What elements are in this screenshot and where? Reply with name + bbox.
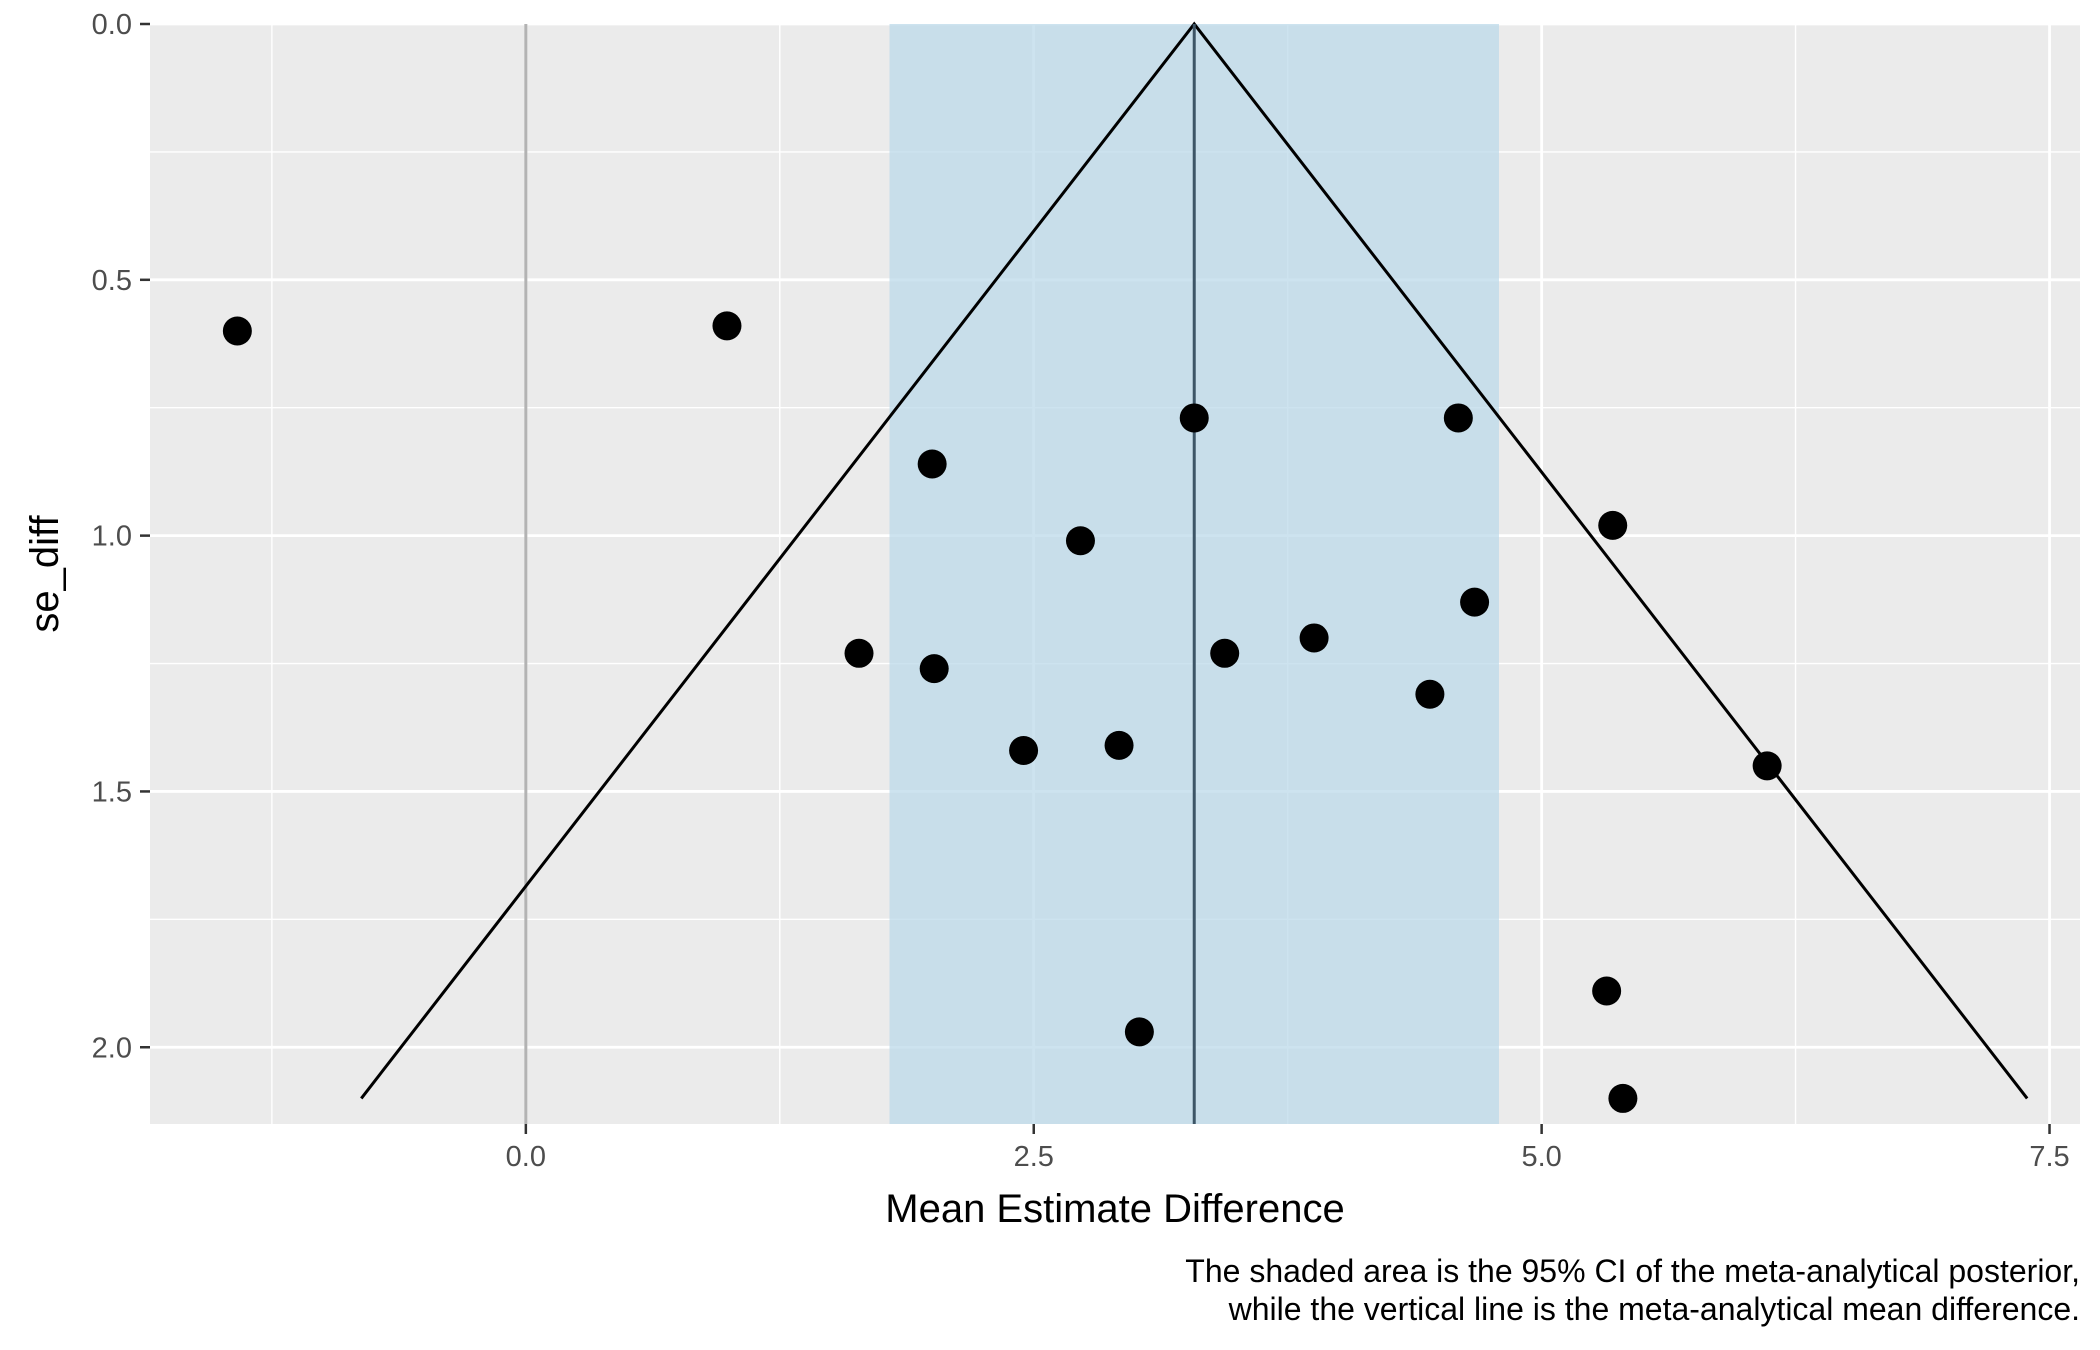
x-tick-label: 0.0	[506, 1141, 546, 1173]
data-point	[1104, 730, 1134, 760]
x-axis-title: Mean Estimate Difference	[885, 1187, 1344, 1231]
data-point	[1210, 638, 1240, 668]
data-point	[1752, 751, 1782, 781]
data-point	[844, 638, 874, 668]
y-axis-title: se_diff	[23, 515, 67, 633]
data-point	[1598, 510, 1628, 540]
data-point	[1124, 1017, 1154, 1047]
data-points	[222, 311, 1782, 1113]
data-point	[1179, 403, 1209, 433]
caption-line-2: while the vertical line is the meta-anal…	[1228, 1291, 2080, 1327]
data-point	[1608, 1083, 1638, 1113]
data-point	[1009, 736, 1039, 766]
x-tick-label: 2.5	[1014, 1141, 1054, 1173]
x-tick-label: 7.5	[2029, 1141, 2069, 1173]
data-point	[1592, 976, 1622, 1006]
x-axis-ticks: 0.0 2.5 5.0 7.5	[506, 1124, 2070, 1173]
data-point	[917, 449, 947, 479]
x-tick-label: 5.0	[1521, 1141, 1561, 1173]
y-tick-label: 0.0	[92, 9, 132, 41]
caption-line-1: The shaded area is the 95% CI of the met…	[1185, 1253, 2080, 1289]
y-tick-label: 0.5	[92, 265, 132, 297]
data-point	[222, 316, 252, 346]
data-point	[1065, 526, 1095, 556]
data-point	[1299, 623, 1329, 653]
data-point	[1443, 403, 1473, 433]
y-tick-label: 1.0	[92, 521, 132, 553]
data-point	[919, 654, 949, 684]
data-point	[1460, 587, 1490, 617]
data-point	[1415, 679, 1445, 709]
data-point	[712, 311, 742, 341]
y-tick-label: 1.5	[92, 776, 132, 808]
y-tick-label: 2.0	[92, 1032, 132, 1064]
y-axis-ticks: 0.0 0.5 1.0 1.5 2.0	[92, 9, 150, 1064]
